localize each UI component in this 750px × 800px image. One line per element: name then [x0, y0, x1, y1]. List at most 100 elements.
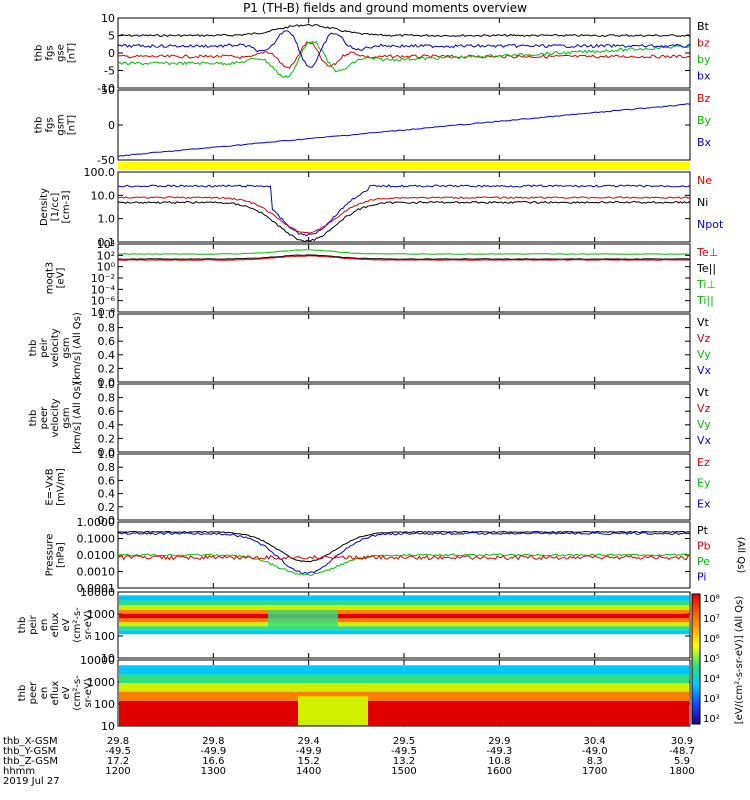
legend-Ex: Ex [697, 497, 711, 510]
spectrogram-band [119, 700, 689, 726]
ytick-label: 0.0 [98, 514, 116, 527]
panel-density: 100.0 10.0 1.0 0.1 Density [1/cc] [cm-3] Ne Ni Np… [39, 166, 724, 249]
legend-By: By [697, 114, 712, 127]
y-axis-label: [cm-3] [61, 190, 72, 223]
spectrogram-band [119, 595, 689, 601]
ytick-label: 1000 [87, 608, 115, 621]
panel-pressure: 1.0000 0.1000 0.0100 0.0010 0.0001 Pressure [n… [45, 516, 747, 595]
y-axis-label: [eV] [56, 268, 67, 289]
legend-Bz: Bz [697, 92, 711, 105]
ytick-label: 0.4 [98, 488, 116, 501]
y-axis-label: en [39, 687, 50, 700]
panel-frame [117, 383, 691, 453]
ytick-label: 0.2 [98, 362, 116, 375]
y-axis-label: thb [28, 410, 39, 427]
y-axis-label: thb [17, 685, 28, 702]
ytick-label: 10 [101, 652, 115, 665]
legend-bx: bx [697, 70, 711, 83]
ytick-label: 50 [101, 84, 115, 97]
ytick-label: 0.0 [98, 376, 116, 389]
ephemeris-cell: 29.8 [107, 736, 129, 747]
ephemeris-cell: -49.9 [200, 746, 226, 757]
y-axis-label: [1/cc] [50, 193, 61, 222]
ytick-label: -10 [97, 82, 115, 95]
series-Pt [117, 530, 691, 563]
spectrogram-band [119, 622, 689, 627]
y-axis-label: Pressure [45, 534, 56, 577]
ephemeris-cell: 30.4 [584, 736, 606, 747]
legend-Bx: Bx [697, 136, 712, 149]
spectrogram-band [119, 613, 689, 619]
series-bx [117, 30, 691, 68]
series-Te-perp [117, 255, 690, 261]
ytick-label: 1.0 [98, 448, 116, 461]
legend-Vx: Vx [697, 364, 712, 377]
legend-Vz: Vz [697, 332, 711, 345]
series-Bt [117, 23, 691, 38]
ytick-label: 10⁰ [97, 261, 116, 274]
ephemeris-cell: 29.4 [298, 736, 320, 747]
ephemeris-cell: 29.8 [202, 736, 224, 747]
series-by [117, 40, 691, 78]
y-axis-label: thb [34, 117, 45, 134]
ytick-label: 100.0 [84, 166, 116, 179]
y-axis-label: Density [39, 188, 50, 226]
ephemeris-cell: -49.5 [105, 746, 131, 757]
ephemeris-row-label: thb_Y-GSM [3, 746, 56, 757]
spectrogram-event [268, 609, 338, 630]
y-axis-label: thb [34, 45, 45, 62]
ytick-label: 10⁻⁸ [91, 306, 116, 319]
ytick-label: 10000 [80, 654, 115, 667]
ytick-label: 0.0100 [77, 549, 116, 562]
y-axis-label: fgs [45, 45, 56, 60]
series-Pi [117, 531, 691, 575]
ytick-label: 0.0001 [77, 582, 116, 595]
ytick-label: 0 [108, 119, 115, 132]
ytick-label: 1.0 [98, 308, 116, 321]
legend-Vt: Vt [697, 316, 710, 329]
legend-Pi: Pi [697, 571, 706, 584]
legend-Vz: Vz [697, 402, 711, 415]
panel-frame [117, 17, 691, 89]
y-axis-label: en [39, 619, 50, 632]
ephemeris-cell: 1800 [669, 766, 694, 777]
legend-Te||: Te|| [696, 262, 716, 275]
y-axis-label: gsm [61, 407, 72, 428]
y-axis-label: eV [61, 686, 72, 699]
y-axis-label: E=-VxB [45, 468, 56, 505]
ephemeris-row-label: hhmm [3, 766, 35, 777]
ephemeris-row-label: 2019 Jul 27 [3, 776, 60, 787]
ytick-label: 10⁴ [97, 238, 116, 251]
y-axis-label: [mV/m] [56, 468, 67, 506]
colorbar: 10⁸ 10⁷ 10⁶ 10⁵ 10⁴ 10³ 10² [eV/(cm²-s-sr-eV)] … [691, 593, 745, 725]
ephemeris-cell: 13.2 [393, 756, 415, 767]
panel-frame [117, 313, 691, 383]
colorbar-tick: 10² [703, 714, 720, 725]
y-axis-label: (cm²-s- [72, 675, 83, 711]
legend-Pt: Pt [697, 524, 709, 537]
ephemeris-row-label: thb_Z-GSM [3, 756, 58, 767]
ephemeris-cell: 10.8 [488, 756, 510, 767]
legend-Ti||: Ti|| [696, 294, 714, 307]
ytick-label: 0.1000 [77, 533, 116, 546]
ephemeris-cell: -49.5 [391, 746, 417, 757]
y-axis-label: thb [17, 617, 28, 634]
series-Bx [117, 103, 691, 157]
colorbar-tick: 10⁸ [703, 594, 720, 605]
ephemeris-cell: 29.5 [393, 736, 415, 747]
panel-peer_en: 10000 1000 100 10 thb peer en eflux eV (cm²-s-sr-… [17, 654, 691, 733]
series-Npot [117, 184, 691, 237]
panel-fgs_gsm: 50 0 -50 thb fgs gsm [nT] Bz By Bx [34, 84, 712, 170]
spectrogram-band [119, 618, 689, 623]
y-axis-label: peir [28, 614, 39, 634]
ytick-label: 5 [108, 30, 115, 43]
ytick-label: 0.0010 [77, 566, 116, 579]
ytick-label: 10⁻⁴ [91, 283, 116, 296]
legend-Vy: Vy [697, 348, 711, 361]
colorbar-tick: 10⁴ [703, 674, 720, 685]
y-axis-label: eflux [50, 613, 61, 638]
